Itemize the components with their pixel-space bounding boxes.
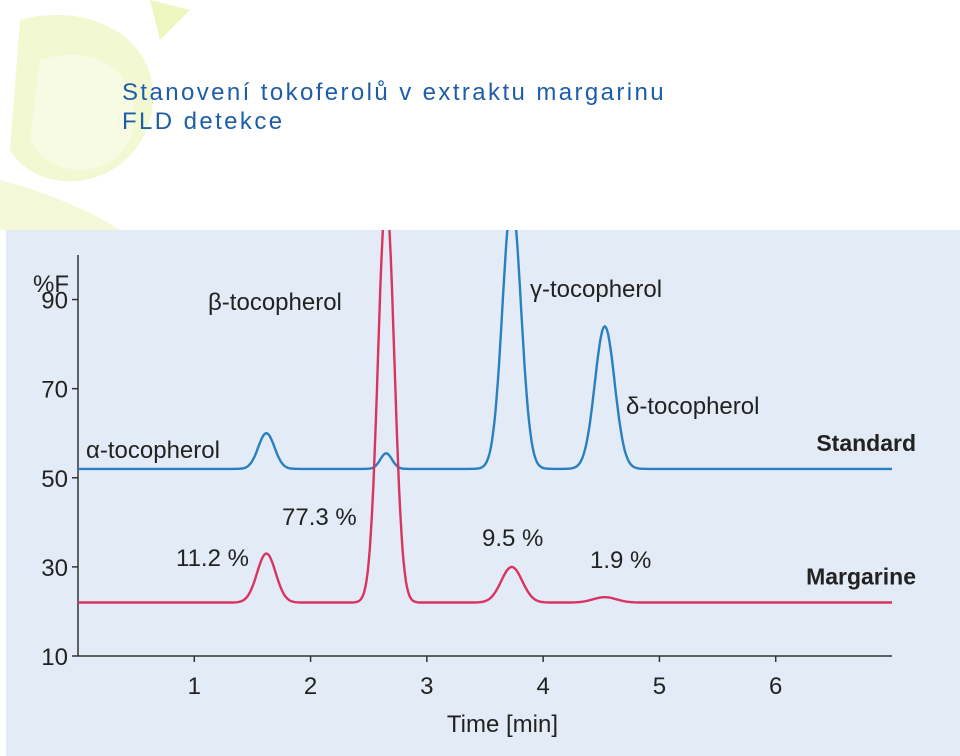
- x-tick-label: 6: [769, 673, 782, 700]
- chart-panel: 10 30 50 70 90 %F 1 2 3 4 5 6 Time [min] Standard Mar…: [6, 230, 960, 756]
- page-title: Stanovení tokoferolů v extraktu margarin…: [122, 78, 666, 136]
- title-line-1: Stanovení tokoferolů v extraktu margarin…: [122, 79, 666, 106]
- y-tick-label: 70: [41, 377, 68, 404]
- series-line-margarine: [78, 230, 892, 604]
- label-delta-percent: 1.9 %: [590, 547, 651, 574]
- chromatogram-chart: 10 30 50 70 90%F 1 2 3 4 5 6 Time [min] Standard Mar…: [33, 230, 916, 738]
- label-delta-tocopherol: δ-tocopherol: [626, 393, 759, 420]
- y-tick-label: 90: [41, 288, 68, 315]
- label-gamma-percent: 9.5 %: [482, 525, 543, 552]
- y-tick-label: 30: [41, 555, 68, 582]
- y-axis-label: %F: [33, 271, 69, 298]
- series-label-standard: Standard: [816, 430, 916, 456]
- x-tick-label: 1: [188, 673, 201, 700]
- x-tick-label: 2: [304, 673, 317, 700]
- x-tick-label: 5: [653, 673, 666, 700]
- series-line-standard: [78, 230, 892, 471]
- title-line-2: FLD detekce: [122, 108, 285, 135]
- series-group: [78, 230, 892, 604]
- x-tick-label: 4: [536, 673, 549, 700]
- label-beta-tocopherol: β-tocopherol: [208, 289, 342, 316]
- y-tick-label: 10: [41, 644, 68, 671]
- label-alpha-tocopherol: α-tocopherol: [86, 437, 220, 464]
- label-gamma-tocopherol: γ-tocopherol: [530, 276, 662, 303]
- x-tick-label: 3: [420, 673, 433, 700]
- axes: 10 30 50 70 90%F 1 2 3 4 5 6 Time [min]: [33, 255, 892, 738]
- x-axis-label: Time [min]: [447, 711, 558, 738]
- series-label-margarine: Margarine: [806, 564, 916, 590]
- label-alpha-percent: 11.2 %: [176, 545, 249, 572]
- leaf-decoration: [0, 0, 190, 230]
- annotation-group: Standard Margarine α-tocopherol β-tocophero…: [86, 276, 916, 590]
- y-tick-label: 50: [41, 466, 68, 493]
- label-beta-percent: 77.3 %: [282, 504, 357, 531]
